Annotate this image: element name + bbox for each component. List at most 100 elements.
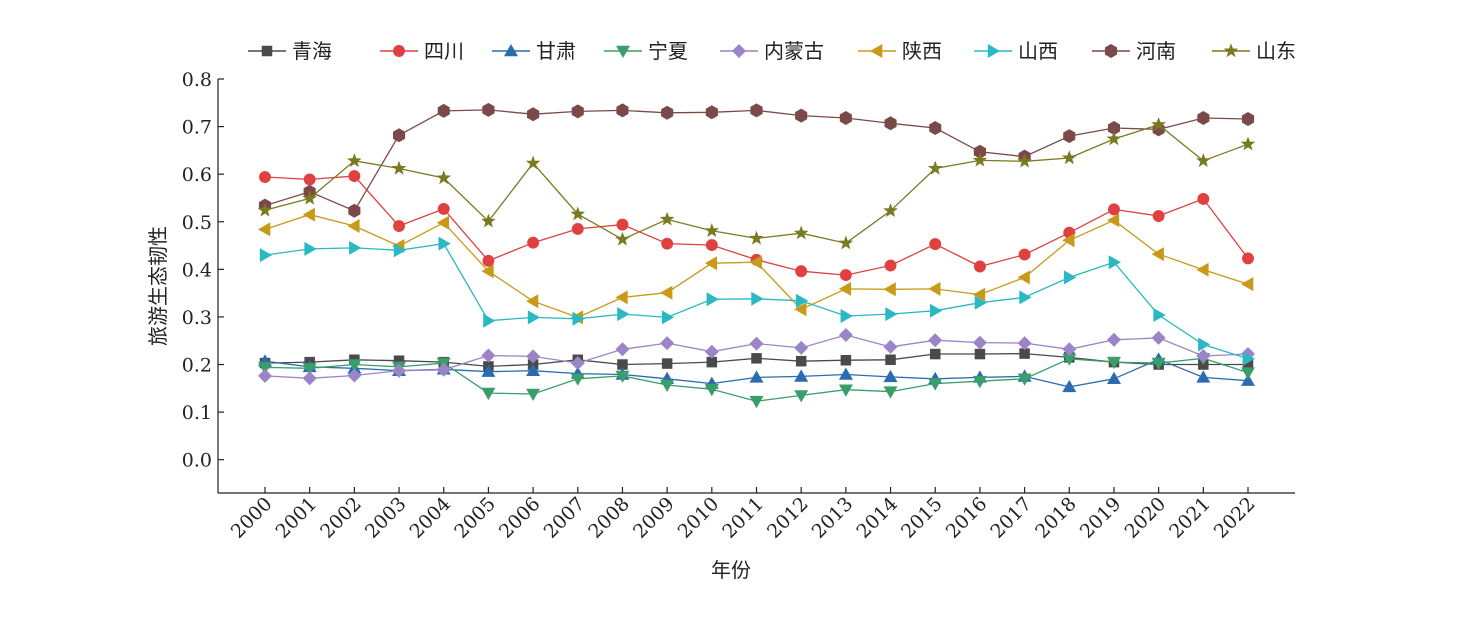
data-point [258, 362, 272, 375]
data-point [795, 265, 808, 278]
data-point [348, 170, 361, 183]
y-tick-label: 0.6 [182, 164, 212, 186]
data-point [1242, 252, 1254, 265]
legend-item: 宁夏 [604, 39, 688, 63]
legend-label: 宁夏 [648, 39, 688, 63]
legend-marker [1104, 44, 1118, 58]
data-point [482, 254, 495, 267]
data-point [570, 206, 586, 221]
data-point [751, 291, 764, 306]
data-point [526, 294, 539, 309]
data-point [795, 355, 807, 367]
legend-label: 山西 [1018, 39, 1058, 63]
data-point [391, 160, 407, 175]
series-山西 [259, 236, 1255, 366]
data-point [437, 103, 450, 118]
data-point [1197, 111, 1210, 125]
x-tick-label: 2014 [852, 493, 902, 543]
data-point [617, 307, 630, 322]
data-point [838, 235, 854, 250]
legend: 青海 四川 甘肃 宁夏 内蒙古 陕西 山西 河南 山东 [248, 39, 1296, 63]
data-point [929, 238, 942, 251]
data-point [1198, 337, 1211, 352]
data-point [393, 128, 406, 143]
y-axis-label: 旅游生态韧性 [146, 226, 170, 346]
x-tick-label: 2002 [316, 493, 366, 543]
data-point [1241, 277, 1254, 292]
x-tick-label: 2003 [361, 493, 411, 543]
data-point [749, 255, 762, 270]
data-point [660, 379, 675, 392]
y-tick-label: 0.7 [182, 117, 212, 139]
y-tick-label: 0.8 [182, 69, 212, 91]
data-point [349, 240, 362, 255]
data-point [571, 222, 584, 235]
y-tick-label: 0.3 [182, 307, 212, 329]
data-point [883, 369, 898, 383]
data-point [1240, 136, 1256, 151]
data-point [883, 339, 898, 354]
data-point [794, 302, 807, 317]
data-point [615, 342, 630, 357]
data-point [347, 359, 362, 372]
data-point [751, 353, 762, 364]
data-point [1061, 150, 1077, 165]
data-point [795, 108, 808, 123]
data-point [1151, 357, 1166, 371]
data-point [1062, 379, 1077, 393]
ticks: 0.00.10.20.30.40.50.60.70.82000200120022… [182, 69, 1260, 543]
data-point [1019, 290, 1032, 305]
data-point [704, 344, 719, 359]
data-point [1106, 131, 1122, 146]
data-point [883, 203, 898, 217]
series-宁夏 [258, 353, 1255, 409]
data-point [1063, 129, 1076, 144]
data-point [794, 340, 809, 355]
data-point [572, 311, 585, 326]
data-point [839, 269, 852, 282]
data-point [393, 220, 405, 232]
series-line [264, 109, 1249, 212]
data-point [1108, 255, 1121, 270]
data-point [527, 107, 540, 122]
data-point [1062, 342, 1077, 357]
x-tick-label: 2008 [584, 493, 634, 543]
data-point [661, 310, 675, 325]
data-point [706, 292, 719, 307]
data-point [1107, 371, 1121, 384]
legend-item: 内蒙古 [720, 39, 824, 63]
data-point [1062, 353, 1077, 366]
data-point [526, 363, 541, 376]
series-内蒙古 [258, 328, 1255, 386]
series-青海 [259, 348, 1254, 372]
data-point [1153, 308, 1166, 322]
data-point [794, 369, 809, 382]
data-point [661, 237, 674, 250]
data-point [972, 335, 987, 350]
data-point [482, 102, 495, 117]
data-point [258, 222, 271, 237]
legend-marker [1223, 43, 1239, 58]
data-point [570, 356, 585, 371]
data-point [525, 155, 541, 170]
legend-label: 山东 [1256, 39, 1296, 63]
data-point [1018, 248, 1031, 261]
legend-label: 河南 [1136, 39, 1176, 63]
data-point [1108, 203, 1120, 216]
x-tick-label: 2015 [897, 493, 947, 543]
x-tick-label: 2021 [1165, 493, 1215, 543]
data-point [1019, 348, 1030, 359]
data-point [259, 171, 271, 183]
x-tick-label: 2001 [271, 493, 321, 543]
data-point [1241, 367, 1255, 380]
data-point [481, 387, 496, 401]
data-point [1017, 373, 1032, 386]
data-point [928, 281, 941, 296]
data-point [437, 202, 450, 215]
data-point [302, 190, 317, 205]
legend-label: 内蒙古 [764, 39, 824, 63]
data-point [974, 295, 987, 310]
data-point [481, 213, 496, 228]
series-陕西 [258, 207, 1254, 325]
